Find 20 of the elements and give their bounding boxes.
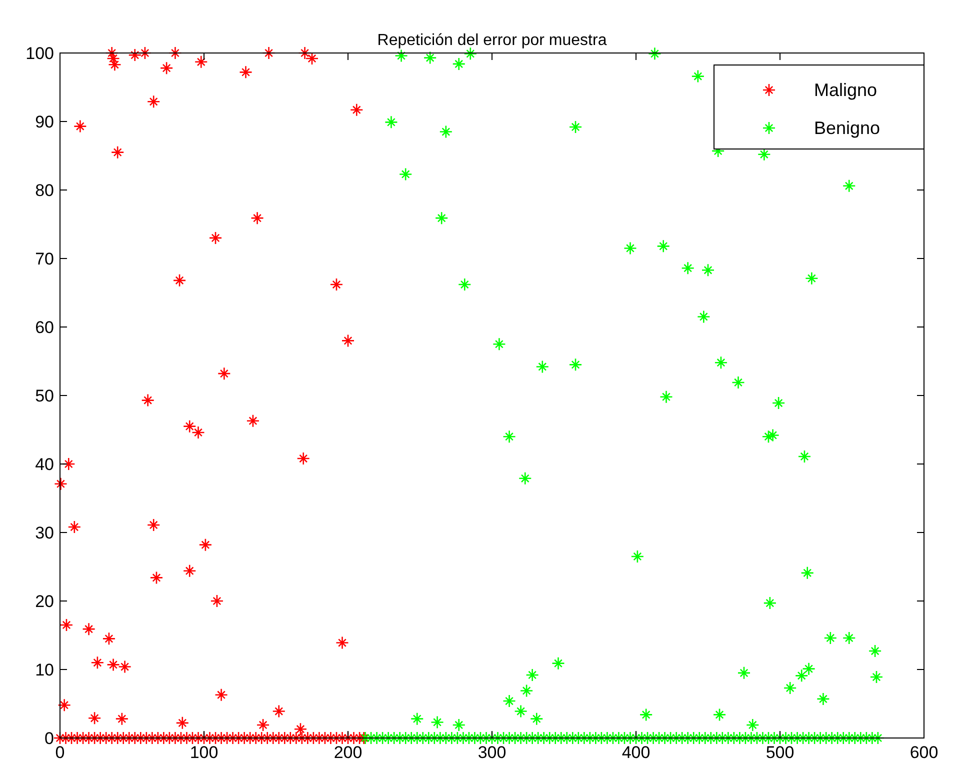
y-tick-label: 20 [35,592,54,611]
chart-title: Repetición del error por muestra [377,32,607,49]
y-tick-label: 10 [35,660,54,680]
x-tick-label: 100 [190,743,218,762]
y-tick-label: 60 [35,318,54,337]
legend-label: Benigno [814,118,880,138]
x-tick-label: 500 [766,743,794,762]
y-tick-label: 90 [35,112,54,132]
y-tick-label: 30 [35,524,54,542]
legend-label: Maligno [814,80,878,100]
x-tick-label: 400 [622,743,650,762]
y-tick-label: 80 [35,181,54,200]
x-tick-label: 600 [910,743,938,762]
x-tick-label: 300 [478,743,506,762]
y-tick-label: 100 [26,44,54,63]
y-tick-label: 40 [35,455,54,474]
y-tick-label: 50 [35,386,54,406]
y-tick-label: 0 [44,729,54,748]
x-tick-label: 200 [334,743,362,762]
y-tick-label: 70 [35,250,54,268]
